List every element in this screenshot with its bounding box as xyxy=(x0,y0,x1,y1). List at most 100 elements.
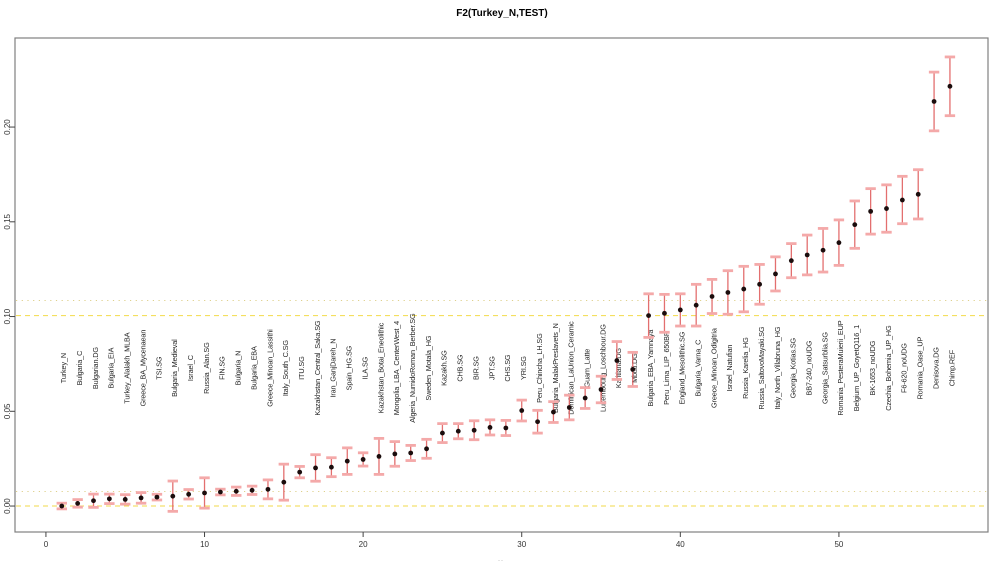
data-point xyxy=(582,395,588,401)
x-axis-tick-label: 0 xyxy=(44,540,49,549)
data-point xyxy=(899,197,905,203)
point-label: Italy_South_C.SG xyxy=(281,340,290,396)
data-point xyxy=(487,425,493,430)
y-axis-tick-label: 0.00 xyxy=(3,498,12,514)
point-label: England_Mesolithic.SG xyxy=(678,331,687,404)
point-label: JPT.SG xyxy=(487,356,496,380)
data-point xyxy=(598,387,604,392)
data-point xyxy=(503,425,509,431)
point-label: Karitiana.DG xyxy=(614,348,623,388)
data-point xyxy=(852,222,858,228)
point-label: Israel_C xyxy=(186,355,195,381)
data-point xyxy=(677,307,683,313)
point-label: Belgium_UP_GoyetQ116_1 xyxy=(852,325,861,411)
point-label: Chimp.REF xyxy=(947,349,956,386)
data-point xyxy=(551,409,556,415)
data-point xyxy=(836,240,842,246)
point-label: Bulgaria_EBA xyxy=(249,346,258,390)
data-point xyxy=(249,487,255,493)
data-point xyxy=(344,458,350,464)
x-axis-tick-label: 20 xyxy=(359,540,368,549)
point-label: Spain_HG.SG xyxy=(345,345,354,390)
data-point xyxy=(630,367,636,372)
y-axis-tick-label: 0.05 xyxy=(3,403,12,419)
point-label: Bulgaria_EBA_Yamnaya xyxy=(646,329,655,407)
x-axis-tick-label: 50 xyxy=(834,540,843,549)
point-label: Romania_Oase_UP xyxy=(916,336,925,399)
point-label: Bulgaria_Varna_C xyxy=(694,340,703,397)
data-point xyxy=(741,286,747,292)
point-label: Peru_Chincha_LH.SG xyxy=(535,333,544,403)
data-point xyxy=(392,451,398,457)
data-point xyxy=(217,489,223,495)
data-point xyxy=(313,465,318,471)
point-label: F6-620_noUDG xyxy=(900,343,909,393)
point-label: TSI.SG xyxy=(154,356,163,379)
data-point xyxy=(566,405,572,410)
x-axis-tick-label: 40 xyxy=(676,540,685,549)
data-point xyxy=(915,191,921,197)
data-point xyxy=(931,99,937,104)
data-point xyxy=(773,271,778,277)
point-label: Sweden_Motala_HG xyxy=(424,335,433,400)
data-point xyxy=(138,495,144,501)
data-point xyxy=(297,469,303,475)
point-label: Mongolia_LBA_CenterWest_4 xyxy=(392,321,401,415)
point-label: Bulgarian.DG xyxy=(91,347,100,389)
point-label: Bulgaria_N xyxy=(234,351,243,386)
point-label: ILA.SG xyxy=(360,356,369,379)
point-label: Georgia_Kotias.SG xyxy=(789,337,798,398)
data-point xyxy=(646,313,651,319)
data-point xyxy=(154,494,160,500)
data-point xyxy=(471,427,477,433)
point-label: Guam_Latte xyxy=(582,349,591,388)
point-label: Greece_Minoan_Lassithi xyxy=(265,329,274,407)
point-label: Russia_SaltovoMayaki.SG xyxy=(757,326,766,409)
data-point xyxy=(725,290,731,295)
data-point xyxy=(376,453,382,459)
point-label: Russia_Karelia_HG xyxy=(741,337,750,399)
data-point xyxy=(281,479,287,485)
point-label: BIR.SG xyxy=(471,356,480,380)
point-label: Turkey_Alalakh_MLBA xyxy=(123,332,132,403)
data-point xyxy=(265,486,271,492)
point-label: Luxembourg_Loschbour.DG xyxy=(598,324,607,412)
data-point xyxy=(868,208,874,214)
point-label: Israel_Natufian xyxy=(725,345,734,392)
point-label: Bulgaria_MalakPreslavets_N xyxy=(551,323,560,413)
point-label: YRI.SG xyxy=(519,356,528,380)
data-point xyxy=(424,446,429,452)
data-point xyxy=(614,358,620,363)
data-point xyxy=(884,206,889,211)
data-point xyxy=(440,430,445,436)
data-point xyxy=(519,408,525,413)
data-point xyxy=(820,247,826,253)
data-point xyxy=(709,294,715,299)
point-label: Kazakhstan_Central_Saka.SG xyxy=(313,320,322,416)
data-point xyxy=(947,83,953,89)
point-label: Russia_Alan.SG xyxy=(202,342,211,394)
point-label: Georgia_Satsurblia.SG xyxy=(820,332,829,404)
point-label: Turkey_N xyxy=(59,353,68,383)
point-label: Greece_BA_Mycenaean xyxy=(138,330,147,407)
data-point xyxy=(329,464,334,470)
point-label: Kazakhstan_Botai_Eneolithic xyxy=(376,322,385,413)
data-point xyxy=(91,498,96,504)
data-point xyxy=(662,310,667,316)
plot-border xyxy=(14,37,989,533)
x-axis-label-fragment: ·· xyxy=(498,558,504,564)
point-label: Greece_Minoan_Odigitria xyxy=(709,327,718,408)
point-label: Algeria_NumidoRoman_Berber.SG xyxy=(408,313,417,423)
data-point xyxy=(804,252,810,258)
x-axis-tick-label: 30 xyxy=(517,540,526,549)
data-point xyxy=(233,488,239,494)
point-label: Bulgaria_Medieval xyxy=(170,339,179,397)
data-point xyxy=(75,500,81,506)
point-label: Czechia_Bohemia_UP_HG xyxy=(884,325,893,411)
chart-title: F2(Turkey_N,TEST) xyxy=(456,8,548,19)
data-point xyxy=(186,491,192,497)
data-point xyxy=(360,457,366,462)
data-point xyxy=(170,493,176,499)
y-axis-tick-label: 0.20 xyxy=(3,119,12,135)
